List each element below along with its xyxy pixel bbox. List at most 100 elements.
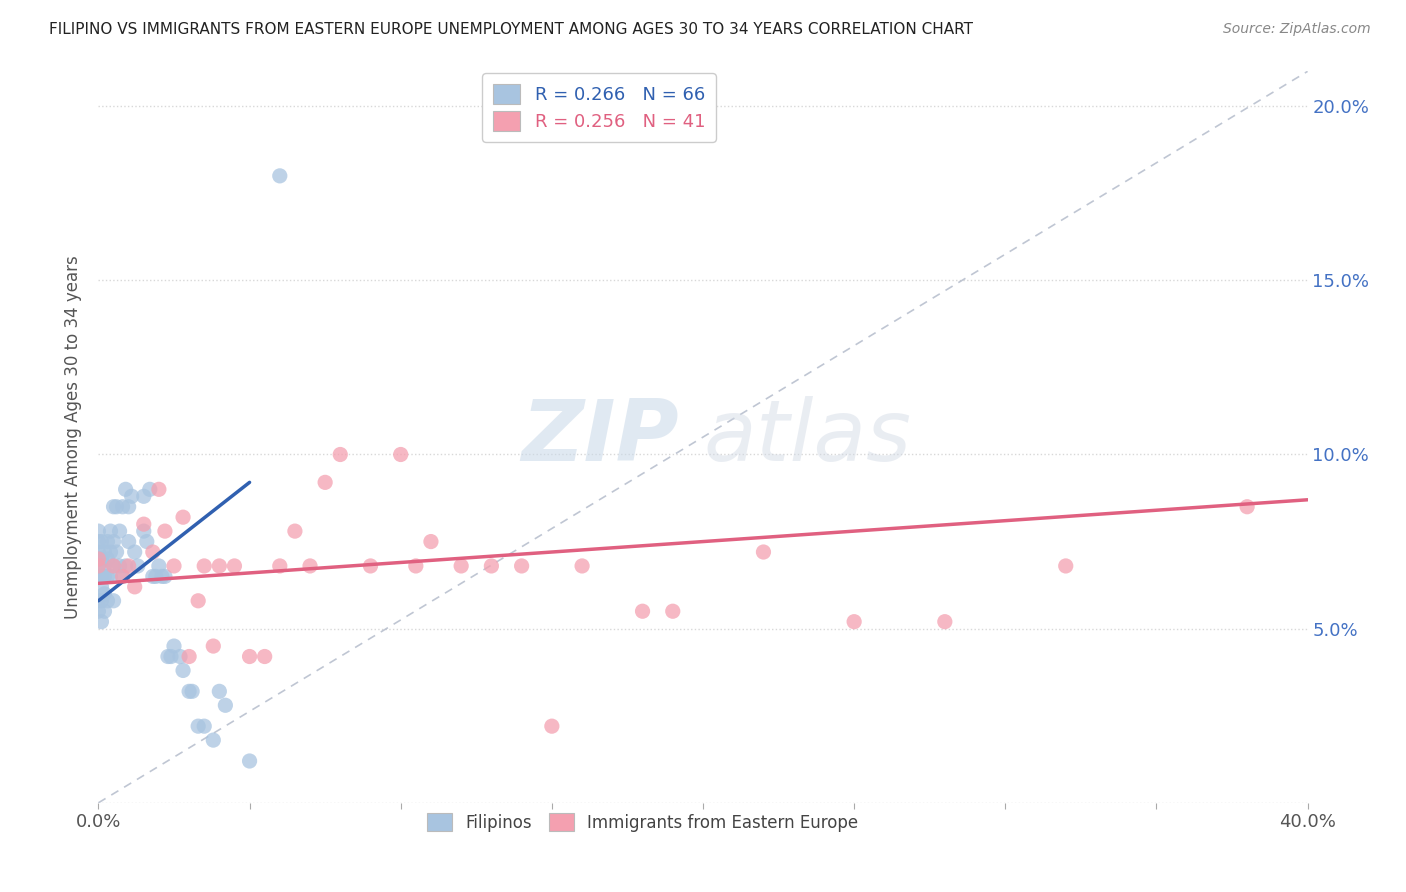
Point (150, 569, 173, 583)
Point (202, 639, 225, 653)
Point (156, 649, 179, 664)
Point (114, 558, 136, 573)
Point (934, 615, 956, 629)
Point (269, 169, 291, 183)
Point (269, 558, 291, 573)
Point (111, 569, 134, 583)
Point (103, 558, 125, 573)
Point (132, 517, 155, 532)
Point (93, 545, 115, 559)
Point (93, 558, 115, 573)
Point (145, 569, 167, 583)
Point (481, 558, 503, 573)
Point (631, 604, 654, 618)
Point (87, 552, 110, 566)
Point (127, 558, 149, 573)
Point (135, 534, 157, 549)
Point (90, 594, 112, 608)
Point (124, 545, 146, 559)
Point (329, 448, 352, 462)
Point (103, 534, 125, 549)
Point (510, 558, 533, 573)
Point (208, 558, 231, 573)
Text: atlas: atlas (703, 395, 911, 479)
Point (160, 649, 183, 664)
Point (96, 569, 118, 583)
Point (239, 754, 262, 768)
Point (253, 649, 276, 664)
Point (103, 594, 125, 608)
Point (90, 534, 112, 549)
Point (118, 500, 141, 514)
Point (153, 524, 176, 538)
Point (450, 558, 472, 573)
Point (142, 545, 165, 559)
Point (179, 684, 201, 698)
Point (224, 558, 246, 573)
Point (1054, 558, 1077, 573)
Point (360, 558, 382, 573)
Point (420, 534, 443, 549)
Point (314, 475, 336, 490)
Point (187, 719, 209, 733)
Point (96, 594, 118, 608)
Point (87, 604, 110, 618)
Text: FILIPINO VS IMMIGRANTS FROM EASTERN EUROPE UNEMPLOYMENT AMONG AGES 30 TO 34 YEAR: FILIPINO VS IMMIGRANTS FROM EASTERN EURO… (49, 22, 973, 37)
Point (87, 558, 110, 573)
Point (1236, 500, 1258, 514)
Point (163, 639, 186, 653)
Point (100, 569, 122, 583)
Point (193, 558, 215, 573)
Point (540, 719, 562, 733)
Point (172, 664, 194, 678)
Point (169, 649, 191, 664)
Text: Source: ZipAtlas.com: Source: ZipAtlas.com (1223, 22, 1371, 37)
Point (752, 545, 775, 559)
Point (103, 500, 125, 514)
Point (118, 558, 141, 573)
Point (93, 587, 115, 601)
Point (179, 649, 201, 664)
Point (111, 569, 134, 583)
Point (132, 489, 155, 503)
Point (87, 552, 110, 566)
Point (93, 604, 115, 618)
Point (87, 569, 110, 583)
Point (181, 684, 204, 698)
Point (111, 500, 134, 514)
Point (93, 569, 115, 583)
Point (202, 733, 225, 747)
Point (132, 524, 155, 538)
Point (284, 524, 307, 538)
Point (299, 558, 322, 573)
Point (87, 594, 110, 608)
Point (142, 569, 165, 583)
Point (405, 558, 427, 573)
Point (90, 552, 112, 566)
Point (148, 558, 170, 573)
Point (114, 483, 136, 497)
Point (844, 615, 866, 629)
Point (139, 483, 162, 497)
Point (118, 534, 141, 549)
Point (208, 684, 231, 698)
Point (148, 483, 170, 497)
Point (571, 558, 593, 573)
Point (661, 604, 683, 618)
Point (389, 448, 412, 462)
Point (103, 558, 125, 573)
Y-axis label: Unemployment Among Ages 30 to 34 years: Unemployment Among Ages 30 to 34 years (65, 255, 83, 619)
Point (172, 510, 194, 524)
Point (87, 534, 110, 549)
Legend: Filipinos, Immigrants from Eastern Europe: Filipinos, Immigrants from Eastern Europ… (420, 806, 865, 838)
Point (214, 698, 236, 713)
Point (153, 569, 176, 583)
Point (105, 500, 128, 514)
Point (87, 558, 110, 573)
Point (163, 558, 186, 573)
Text: ZIP: ZIP (522, 395, 679, 479)
Point (187, 594, 209, 608)
Point (96, 534, 118, 549)
Point (239, 649, 262, 664)
Point (87, 524, 110, 538)
